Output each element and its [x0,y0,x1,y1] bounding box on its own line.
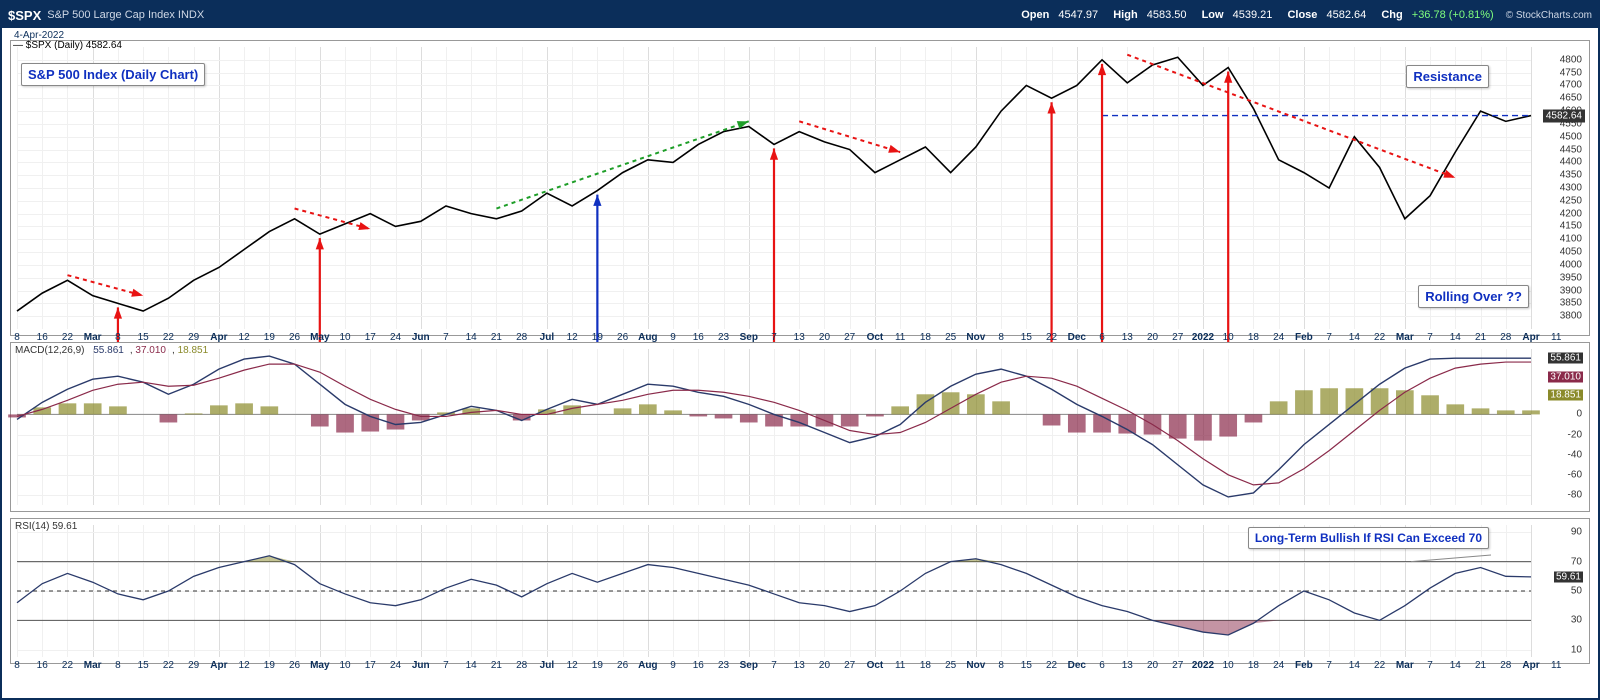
rolling-over-callout: Rolling Over ?? [1418,285,1529,308]
chart-frame: $SPX S&P 500 Large Cap Index INDX Open 4… [0,0,1600,700]
close-label: Close [1287,9,1317,21]
attribution: © StockCharts.com [1506,10,1592,21]
chg-value: +36.78 (+0.81%) [1412,9,1494,21]
price-chart-area: 3800385039003950400040504100415042004250… [17,47,1531,329]
rsi-title: RSI(14) 59.61 [15,521,77,532]
high-label: High [1113,9,1137,21]
macd-params: MACD(12,26,9) [15,345,84,356]
rsi-callout: Long-Term Bullish If RSI Can Exceed 70 [1248,527,1489,549]
symbol-desc: S&P 500 Large Cap Index INDX [47,9,204,21]
low-label: Low [1202,9,1224,21]
high-value: 4583.50 [1147,9,1187,21]
chart-header: $SPX S&P 500 Large Cap Index INDX Open 4… [2,2,1598,28]
macd-title: MACD(12,26,9) 55.861, 37.010, 18.851 [15,345,214,356]
ohlc-block: Open 4547.97 High 4583.50 Low 4539.21 Cl… [1009,9,1494,21]
resistance-callout: Resistance [1406,65,1489,88]
close-value: 4582.64 [1326,9,1366,21]
chg-label: Chg [1381,9,1402,21]
panels-container: 3800385039003950400040504100415042004250… [10,30,1590,690]
price-series-title: — $SPX (Daily) 4582.64 [13,40,122,51]
chart-title-callout: S&P 500 Index (Daily Chart) [21,63,205,86]
price-panel: 3800385039003950400040504100415042004250… [10,40,1590,336]
open-value: 4547.97 [1058,9,1098,21]
macd-panel: -80-60-40-20055.86137.01018.851 MACD(12,… [10,342,1590,512]
price-close-tag: 4582.64 [1543,109,1585,122]
macd-chart-area: -80-60-40-20055.86137.01018.851 [17,349,1531,505]
macd-value-1: 55.861 [93,345,124,356]
rsi-panel: 103050709059.6181622Mar8152229Apr121926M… [10,518,1590,664]
bottom-x-axis [10,666,1590,684]
macd-value-2: 37.010 [135,345,166,356]
open-label: Open [1021,9,1049,21]
macd-value-3: 18.851 [178,345,209,356]
low-value: 4539.21 [1233,9,1273,21]
symbol: $SPX [8,8,41,23]
